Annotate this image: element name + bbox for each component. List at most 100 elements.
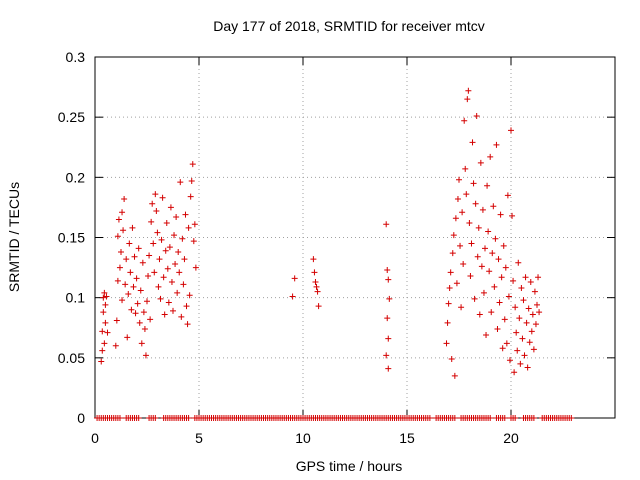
data-point (523, 319, 530, 326)
baseline-point (501, 415, 508, 421)
data-point (291, 275, 298, 282)
data-point (452, 215, 459, 222)
x-tick-label: 20 (503, 430, 519, 446)
baseline-point (530, 415, 537, 421)
data-point (151, 269, 158, 276)
data-point (384, 266, 391, 273)
data-point (121, 195, 128, 202)
data-point (312, 279, 319, 286)
data-point (150, 240, 157, 247)
data-point (141, 325, 148, 332)
data-point (186, 292, 193, 299)
data-point (99, 347, 106, 354)
data-point (519, 335, 526, 342)
data-point (154, 229, 161, 236)
baseline-point (185, 415, 192, 421)
data-point (479, 206, 486, 213)
data-point (315, 303, 322, 310)
y-tick-label: 0.25 (58, 109, 85, 125)
data-point (126, 240, 133, 247)
data-point (489, 250, 496, 257)
data-point (99, 328, 106, 335)
data-point (188, 177, 195, 184)
data-point (127, 269, 134, 276)
x-tick-labels: 0 5 10 15 20 (91, 430, 519, 446)
data-point (180, 281, 187, 288)
y-tick-label: 0.3 (66, 49, 86, 65)
baseline-point (135, 415, 142, 421)
axis-ticks (94, 56, 615, 419)
data-point (534, 301, 540, 308)
data-point (146, 252, 153, 259)
data-point (527, 279, 534, 286)
data-point (181, 256, 188, 263)
data-point (115, 216, 122, 223)
data-point (168, 279, 175, 286)
y-tick-label: 0.1 (66, 290, 86, 306)
data-point (149, 200, 156, 207)
data-point (177, 179, 184, 186)
data-point (473, 112, 480, 119)
data-point (491, 283, 498, 290)
data-point (456, 176, 462, 183)
data-point (495, 256, 502, 263)
data-point (103, 293, 110, 300)
data-point (136, 319, 143, 326)
data-point (147, 316, 154, 323)
data-point (506, 357, 513, 364)
y-tick-label: 0.15 (58, 230, 85, 246)
y-tick-label: 0.2 (66, 169, 86, 185)
data-point (464, 96, 471, 103)
data-point (135, 245, 142, 252)
data-points (98, 87, 543, 379)
data-point (536, 309, 543, 316)
data-point (470, 180, 477, 187)
data-point (521, 352, 528, 359)
data-point (158, 236, 165, 243)
data-point (467, 273, 474, 280)
y-tick-labels: 0 0.05 0.1 0.15 0.2 0.25 0.3 (58, 49, 85, 426)
data-point (145, 273, 152, 280)
chart-title: Day 177 of 2018, SRMTID for receiver mtc… (213, 18, 485, 34)
data-point (526, 339, 533, 346)
data-point (524, 364, 531, 371)
data-point (447, 269, 454, 276)
data-point (493, 141, 500, 148)
data-point (104, 329, 111, 336)
data-point (471, 295, 478, 302)
data-point (461, 117, 468, 124)
data-point (171, 232, 178, 239)
baseline-point (512, 415, 519, 421)
data-point (468, 240, 475, 247)
data-point (383, 221, 390, 228)
y-tick-label: 0.05 (58, 350, 85, 366)
data-point (102, 319, 109, 326)
data-point (119, 209, 126, 216)
data-point (137, 287, 144, 294)
data-point (185, 224, 192, 231)
data-point (501, 316, 508, 323)
data-point (457, 242, 464, 249)
data-point (443, 340, 450, 347)
data-point (128, 306, 135, 313)
data-point (504, 192, 511, 199)
data-point (465, 87, 472, 94)
data-point (503, 340, 510, 347)
data-point (531, 288, 538, 295)
data-point (289, 293, 296, 300)
data-point (172, 260, 179, 267)
baseline-point (152, 415, 159, 421)
data-point (120, 227, 127, 234)
baseline-point (451, 415, 458, 421)
data-point (486, 268, 493, 275)
data-point (476, 311, 483, 318)
data-point (532, 321, 539, 328)
x-tick-label: 10 (295, 430, 311, 446)
data-point (129, 224, 136, 231)
data-point (190, 238, 197, 245)
data-point (462, 165, 469, 172)
data-point (383, 352, 390, 359)
x-tick-label: 0 (91, 430, 99, 446)
data-point (118, 248, 124, 255)
